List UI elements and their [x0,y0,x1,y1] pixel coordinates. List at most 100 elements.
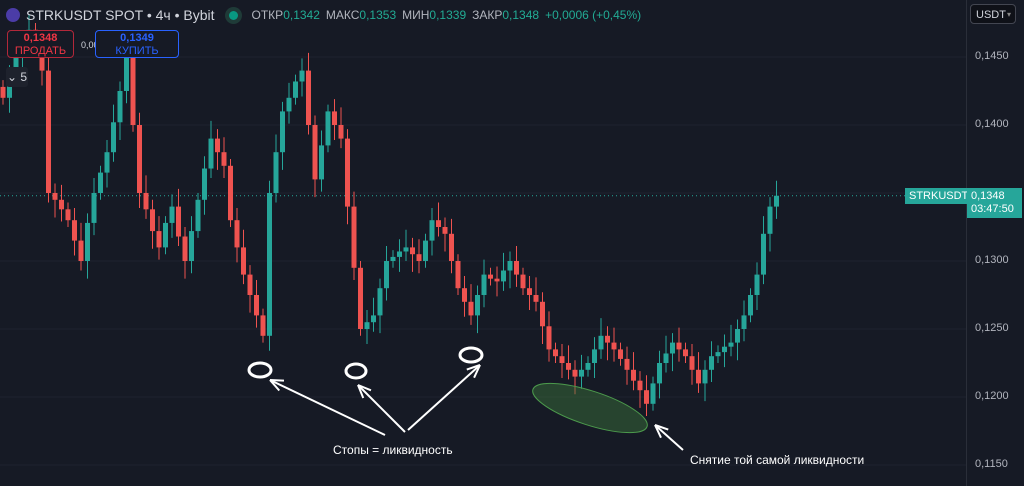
candle-body [332,111,337,125]
price-axis[interactable]: 0,1450 0,1400 0,1300 0,1250 0,1200 0,115… [966,0,1024,486]
candle-body [397,251,402,257]
candle-body [624,358,630,370]
candle-body [741,315,747,329]
last-price: 0,1348 [971,190,1005,202]
sell-price: 0,1348 [23,32,58,44]
candle-body [338,125,344,139]
symbol-header: STRKUSDT SPOT • 4ч • Bybit ОТКР 0,1342 МА… [6,7,647,23]
candle-body [176,206,181,237]
candle-body [189,231,194,261]
candle-body [182,236,188,261]
candle-body [462,288,467,302]
candle-body [767,206,773,234]
arrow-icon [654,424,684,451]
sell-button[interactable]: 0,1348 ПРОДАТЬ [7,30,74,58]
candle-body [117,91,123,123]
candle-body [39,50,45,71]
currency-select[interactable]: USDT ▾ [970,4,1016,24]
candle-body [267,193,272,336]
candle-body [475,295,480,316]
candle-body [585,363,591,370]
starknet-logo-icon [6,8,20,22]
open-value: 0,1342 [283,8,320,22]
candle-body [130,57,136,125]
candle-body [371,315,376,323]
stop-cluster-circle [458,346,484,364]
candle-body [59,199,64,210]
candle-body [124,57,129,91]
candle-body [46,70,51,193]
stop-cluster-circle [344,362,368,380]
candle-body [390,256,396,261]
buy-button[interactable]: 0,1349 КУПИТЬ [95,30,179,58]
candle-body [722,346,727,353]
candle-body [683,349,688,357]
candle-body [540,301,545,327]
indicators-count: 5 [20,70,28,84]
candle-body [761,233,766,275]
candle-body [403,247,409,252]
candle-body [78,240,84,261]
candle-body [579,369,584,377]
liquidity-sweep-zone [532,382,648,434]
candle-body [754,274,760,295]
arrowhead-icon [269,379,281,392]
stops-annotation: Стопы = ликвидность [333,443,453,457]
candle-body [774,195,779,207]
tick-label: 0,1150 [975,458,1008,470]
arrowhead-icon [269,379,285,382]
candle-body [377,288,383,316]
candle-body [553,349,558,357]
candle-body [728,342,734,347]
tick-label: 0,1450 [975,50,1009,62]
candle-body [605,335,610,343]
candle-body [650,383,656,404]
chevron-down-icon: ▾ [1006,10,1011,19]
candle-body [559,356,565,363]
indicators-toggle[interactable]: ⌄ 5 [6,67,28,87]
arrowhead-icon [654,424,662,439]
stop-cluster-circle [247,361,273,379]
candle-body [247,274,253,295]
candle-body [169,206,175,223]
candle-body [501,270,506,282]
candle-body [0,86,6,98]
buy-label: КУПИТЬ [115,45,159,57]
candle-body [351,206,357,268]
candle-body [273,152,279,193]
candle-body [52,193,58,200]
candle-body [514,261,519,275]
candle-body [325,111,331,146]
candle-body [533,295,539,302]
candle-body [195,199,201,232]
candle-body [637,380,643,391]
candle-body [748,295,753,316]
candle-body [260,315,266,336]
arrow-icon [407,364,481,431]
candle-body [202,168,207,200]
candle-body [676,342,682,350]
chevron-down-icon: ⌄ [6,70,18,84]
symbol-price-tag: STRKUSDT [905,188,973,204]
candle-body [156,231,162,248]
candlestick-chart[interactable] [0,0,966,486]
close-label: ЗАКР [472,8,503,22]
candle-body [345,138,350,207]
high-label: МАКС [325,8,360,22]
candle-body [91,193,97,223]
last-price-tag: 0,1348 03:47:50 [967,188,1022,218]
arrowhead-icon [357,384,372,392]
candle-body [689,356,695,370]
candle-body [657,363,662,384]
candle-body [670,342,675,354]
candle-body [631,369,636,381]
symbol-title[interactable]: STRKUSDT SPOT • 4ч • Bybit [26,7,215,23]
candle-body [449,233,454,261]
candle-body [319,145,324,180]
candle-body [520,274,526,289]
candle-body [572,369,578,377]
candle-body [7,77,12,98]
candle-body [663,353,669,363]
candle-body [65,209,71,221]
candle-body [137,125,142,193]
